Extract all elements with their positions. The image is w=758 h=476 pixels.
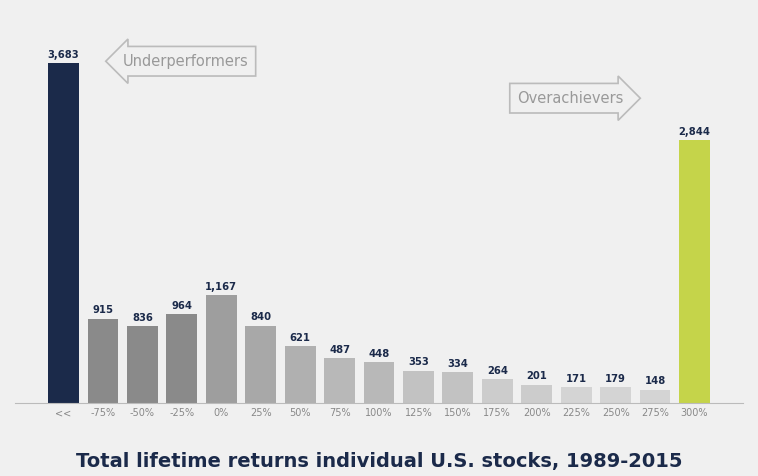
Text: 840: 840 bbox=[250, 312, 271, 322]
Text: 2,844: 2,844 bbox=[678, 127, 710, 137]
Bar bbox=[522, 385, 552, 403]
Bar bbox=[206, 296, 236, 403]
Bar bbox=[640, 390, 671, 403]
Bar bbox=[482, 379, 512, 403]
Text: Overachievers: Overachievers bbox=[517, 91, 623, 106]
Bar bbox=[679, 140, 710, 403]
Text: Underperformers: Underperformers bbox=[123, 54, 249, 69]
Bar bbox=[87, 319, 118, 403]
Bar bbox=[167, 314, 197, 403]
Text: Total lifetime returns individual U.S. stocks, 1989-2015: Total lifetime returns individual U.S. s… bbox=[76, 452, 682, 471]
Bar bbox=[364, 362, 394, 403]
Bar bbox=[285, 346, 315, 403]
Text: 201: 201 bbox=[526, 371, 547, 381]
Bar bbox=[127, 326, 158, 403]
Text: 179: 179 bbox=[605, 374, 626, 384]
Bar bbox=[443, 372, 473, 403]
Text: 171: 171 bbox=[565, 374, 587, 384]
Text: 621: 621 bbox=[290, 333, 311, 343]
Text: 3,683: 3,683 bbox=[48, 50, 80, 60]
Text: 353: 353 bbox=[408, 357, 429, 367]
Bar bbox=[600, 387, 631, 403]
Text: 836: 836 bbox=[132, 313, 153, 323]
Text: 487: 487 bbox=[329, 345, 350, 355]
Bar bbox=[48, 63, 79, 403]
Text: 334: 334 bbox=[447, 359, 468, 369]
Text: 448: 448 bbox=[368, 348, 390, 358]
Bar bbox=[324, 358, 355, 403]
Bar bbox=[561, 387, 591, 403]
Bar bbox=[403, 371, 434, 403]
Bar bbox=[246, 326, 276, 403]
Text: 148: 148 bbox=[644, 377, 666, 387]
Text: 264: 264 bbox=[487, 366, 508, 376]
Text: 915: 915 bbox=[92, 306, 114, 316]
Text: 964: 964 bbox=[171, 301, 193, 311]
Text: 1,167: 1,167 bbox=[205, 282, 237, 292]
